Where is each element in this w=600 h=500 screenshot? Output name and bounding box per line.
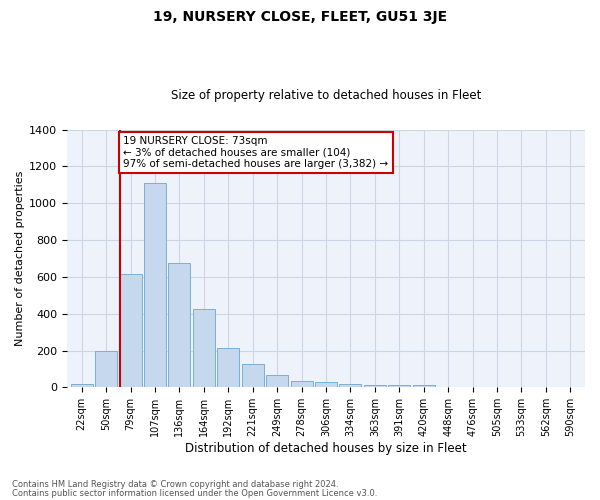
Bar [71,384,92,388]
Bar [364,384,386,388]
Bar [193,309,215,388]
Y-axis label: Number of detached properties: Number of detached properties [15,171,25,346]
Bar [217,348,239,388]
Bar [119,274,142,388]
Bar [315,382,337,388]
Bar [388,385,410,388]
Bar [340,384,361,388]
Text: 19, NURSERY CLOSE, FLEET, GU51 3JE: 19, NURSERY CLOSE, FLEET, GU51 3JE [153,10,447,24]
Text: Contains public sector information licensed under the Open Government Licence v3: Contains public sector information licen… [12,489,377,498]
Bar [169,263,190,388]
Text: Contains HM Land Registry data © Crown copyright and database right 2024.: Contains HM Land Registry data © Crown c… [12,480,338,489]
Bar [95,352,117,388]
Bar [413,384,435,388]
Title: Size of property relative to detached houses in Fleet: Size of property relative to detached ho… [171,89,481,102]
Bar [266,375,288,388]
Bar [290,382,313,388]
Bar [242,364,264,388]
Text: 19 NURSERY CLOSE: 73sqm
← 3% of detached houses are smaller (104)
97% of semi-de: 19 NURSERY CLOSE: 73sqm ← 3% of detached… [123,136,388,169]
X-axis label: Distribution of detached houses by size in Fleet: Distribution of detached houses by size … [185,442,467,455]
Bar [144,183,166,388]
